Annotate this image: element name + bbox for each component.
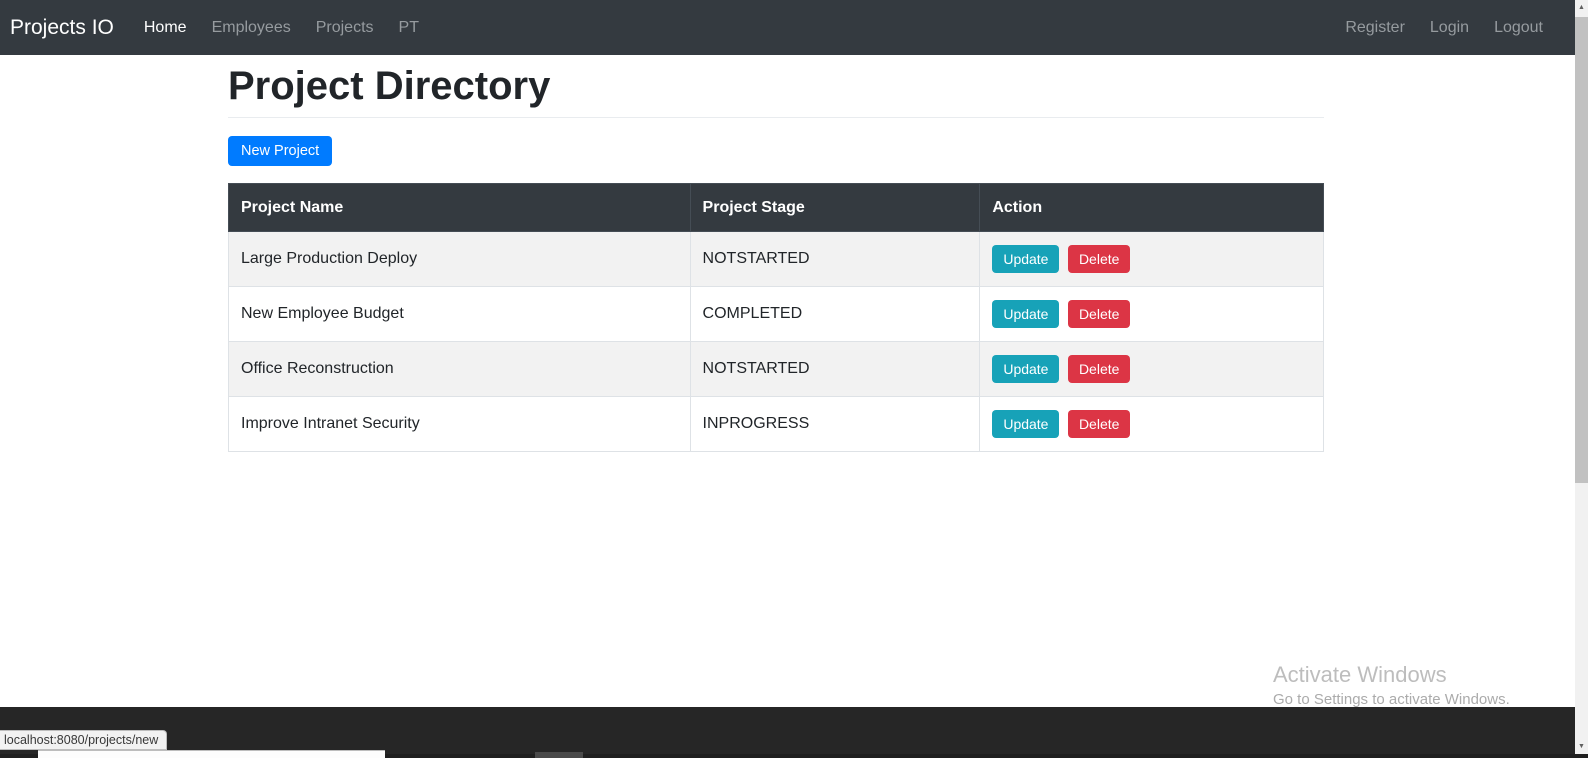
background-window-edge xyxy=(38,750,385,758)
watermark-line2: Go to Settings to activate Windows. xyxy=(1273,691,1510,708)
scrollbar-up-icon[interactable]: ▲ xyxy=(1578,4,1585,11)
vertical-scrollbar[interactable]: ▲ ▼ xyxy=(1575,0,1588,754)
nav-item-projects[interactable]: Projects xyxy=(315,18,374,36)
action-cell: Update Delete xyxy=(979,341,1324,397)
project-name-cell: Office Reconstruction xyxy=(228,341,691,397)
title-divider xyxy=(228,117,1324,118)
projects-table: Project Name Project Stage Action Large … xyxy=(228,183,1324,452)
update-button[interactable]: Update xyxy=(992,245,1060,273)
nav-item-login[interactable]: Login xyxy=(1429,18,1470,36)
delete-button[interactable]: Delete xyxy=(1067,245,1131,273)
update-button[interactable]: Update xyxy=(992,300,1060,328)
nav-item-register[interactable]: Register xyxy=(1345,18,1405,36)
nav-links: Home Employees Projects PT xyxy=(136,11,436,45)
scrollbar-thumb[interactable] xyxy=(1575,17,1588,483)
nav-item-logout[interactable]: Logout xyxy=(1494,18,1543,36)
background-window-fragment xyxy=(535,752,583,758)
bottom-edge-strip xyxy=(0,754,1588,758)
project-name-cell: New Employee Budget xyxy=(228,286,691,342)
header-project-stage: Project Stage xyxy=(689,183,981,232)
delete-button[interactable]: Delete xyxy=(1067,355,1131,383)
project-stage-cell: NOTSTARTED xyxy=(689,341,981,397)
action-cell: Update Delete xyxy=(979,396,1324,452)
action-cell: Update Delete xyxy=(979,231,1324,287)
status-url-tooltip: localhost:8080/projects/new xyxy=(0,730,168,750)
project-name-cell: Improve Intranet Security xyxy=(228,396,691,452)
page-title: Project Directory xyxy=(228,64,551,108)
table-row: Improve Intranet Security INPROGRESS Upd… xyxy=(228,396,1324,452)
bottom-dark-bar xyxy=(0,707,1575,754)
project-name-cell: Large Production Deploy xyxy=(228,231,691,287)
nav-item-employees[interactable]: Employees xyxy=(211,18,291,36)
table-row: Large Production Deploy NOTSTARTED Updat… xyxy=(228,231,1324,287)
delete-button[interactable]: Delete xyxy=(1067,410,1131,438)
watermark-line1: Activate Windows xyxy=(1273,662,1447,687)
project-stage-cell: NOTSTARTED xyxy=(689,231,981,287)
projects-table-header: Project Name Project Stage Action xyxy=(228,183,1324,232)
nav-auth-links: Register Login Logout xyxy=(1337,11,1551,45)
new-project-button[interactable]: New Project xyxy=(228,136,333,166)
header-project-name: Project Name xyxy=(228,183,691,232)
delete-button[interactable]: Delete xyxy=(1067,300,1131,328)
nav-item-pt[interactable]: PT xyxy=(398,18,419,36)
scrollbar-down-icon[interactable]: ▼ xyxy=(1578,743,1585,750)
header-action: Action xyxy=(979,183,1324,232)
update-button[interactable]: Update xyxy=(992,410,1060,438)
table-row: Office Reconstruction NOTSTARTED Update … xyxy=(228,341,1324,397)
activate-windows-watermark: Activate Windows Go to Settings to activ… xyxy=(1273,662,1510,708)
table-row: New Employee Budget COMPLETED Update Del… xyxy=(228,286,1324,342)
top-navbar: Projects IO Home Employees Projects PT R… xyxy=(0,0,1575,55)
project-stage-cell: COMPLETED xyxy=(689,286,981,342)
brand-logo[interactable]: Projects IO xyxy=(10,15,114,39)
nav-item-home[interactable]: Home xyxy=(143,18,187,36)
main-content: Project Directory New Project Project Na… xyxy=(228,55,1324,452)
project-stage-cell: INPROGRESS xyxy=(689,396,981,452)
update-button[interactable]: Update xyxy=(992,355,1060,383)
action-cell: Update Delete xyxy=(979,286,1324,342)
